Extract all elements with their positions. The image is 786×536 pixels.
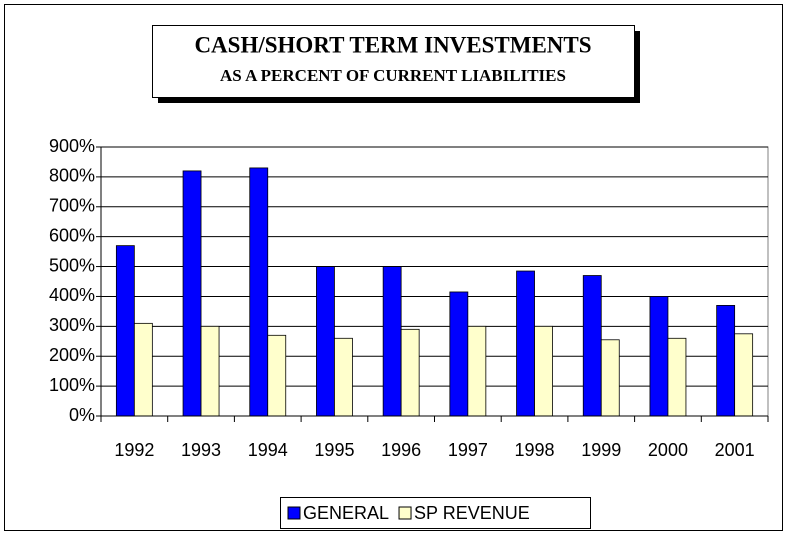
bar <box>115 245 135 417</box>
y-tick-label: 100% <box>49 375 95 395</box>
bar <box>133 322 153 417</box>
bar <box>382 266 402 417</box>
legend-swatch <box>398 506 412 520</box>
y-tick-label: 200% <box>49 345 95 365</box>
bar <box>600 339 620 417</box>
legend-box <box>280 497 591 529</box>
x-tick-label: 1993 <box>181 440 221 460</box>
y-tick-label: 300% <box>49 315 95 335</box>
bar <box>582 275 602 417</box>
bar <box>449 291 469 417</box>
x-tick-label: 1994 <box>248 440 288 460</box>
y-tick-label: 0% <box>69 405 95 425</box>
x-tick-label: 1996 <box>381 440 421 460</box>
bar <box>249 167 269 417</box>
legend-label: GENERAL <box>303 503 389 523</box>
y-tick-label: 800% <box>49 166 95 186</box>
y-tick-label: 400% <box>49 285 95 305</box>
y-tick-label: 700% <box>49 196 95 216</box>
bar <box>267 334 287 417</box>
bar <box>467 325 487 417</box>
x-tick-label: 1992 <box>114 440 154 460</box>
title-box <box>152 25 635 98</box>
y-tick-label: 500% <box>49 255 95 275</box>
x-tick-label: 1995 <box>314 440 354 460</box>
bar <box>334 337 353 417</box>
chart-title: CASH/SHORT TERM INVESTMENTS <box>194 32 591 57</box>
legend-swatch <box>287 506 301 520</box>
x-tick-label: 2001 <box>715 440 755 460</box>
bar <box>667 337 687 417</box>
x-tick-label: 2000 <box>648 440 688 460</box>
bar <box>716 305 736 417</box>
bar <box>516 270 535 417</box>
chart-subtitle: AS A PERCENT OF CURRENT LIABILITIES <box>220 66 566 85</box>
bar <box>316 266 335 417</box>
legend-label: SP REVENUE <box>414 503 530 523</box>
bar <box>734 333 754 417</box>
bar <box>200 325 220 417</box>
x-tick-label: 1997 <box>448 440 488 460</box>
x-tick-label: 1998 <box>515 440 555 460</box>
bar <box>534 325 553 417</box>
y-tick-label: 600% <box>49 225 95 245</box>
x-tick-label: 1999 <box>581 440 621 460</box>
bar <box>649 296 669 417</box>
y-tick-label: 900% <box>49 136 95 156</box>
bar <box>400 328 420 417</box>
bar <box>182 170 202 417</box>
